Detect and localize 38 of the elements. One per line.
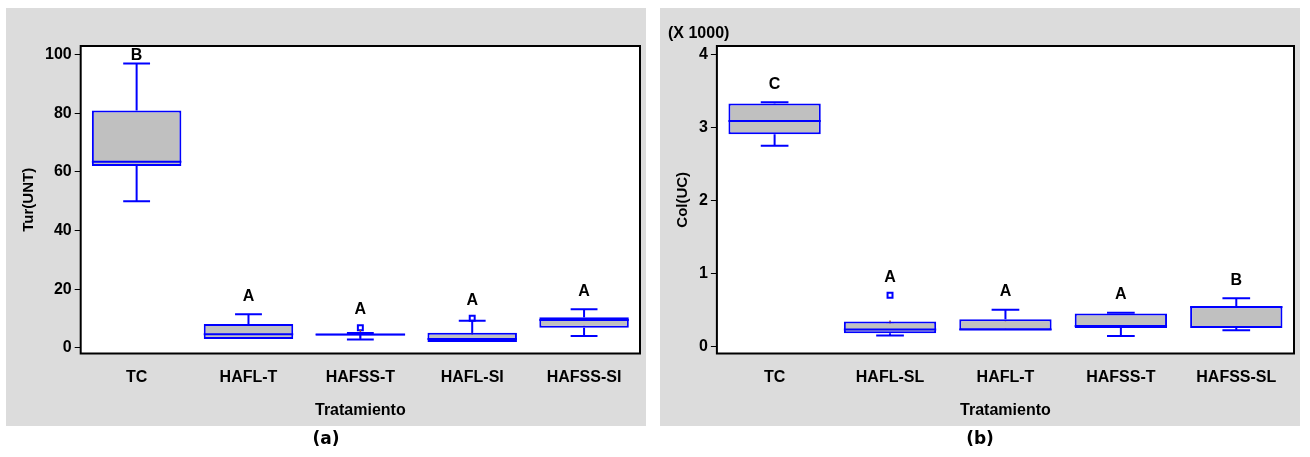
y-tick-label: 2 bbox=[698, 190, 708, 208]
annotation: B bbox=[1230, 270, 1243, 288]
annotation: A bbox=[466, 290, 479, 308]
y-tick-label: 3 bbox=[698, 118, 708, 136]
y-axis-title: Tur(UNT) bbox=[19, 167, 37, 232]
x-tick-label: HAFSS-T bbox=[1086, 367, 1156, 385]
annotation: B bbox=[130, 46, 143, 64]
x-tick-label: HAFSS-T bbox=[325, 367, 396, 385]
y-tick-label: 0 bbox=[698, 336, 708, 354]
x-tick-label: TC bbox=[125, 367, 148, 385]
y-tick-label: 4 bbox=[698, 45, 708, 63]
x-tick-label: HAFSS-SI bbox=[546, 367, 622, 385]
y-axis-title: Col(UC) bbox=[673, 171, 691, 228]
annotation: C bbox=[768, 74, 781, 92]
x-tick-label: HAFSS-SL bbox=[1196, 367, 1277, 385]
annotation: A bbox=[999, 282, 1012, 300]
y-tick-label: 20 bbox=[53, 279, 72, 297]
x-axis-title: Tratamiento bbox=[315, 400, 406, 418]
y-tick-label: 80 bbox=[53, 103, 72, 121]
x-tick-label: HAFL-T bbox=[976, 367, 1035, 385]
x-tick-label: HAFL-T bbox=[219, 367, 278, 385]
annotation: A bbox=[1115, 285, 1128, 303]
x-axis-title: Tratamiento bbox=[960, 400, 1052, 418]
x-tick-label: HAFL-SI bbox=[440, 367, 504, 385]
x-tick-label: HAFL-SL bbox=[855, 367, 925, 385]
y-tick-label: 100 bbox=[44, 45, 72, 63]
text: (X 1000) bbox=[668, 24, 730, 42]
annotation: A bbox=[578, 281, 591, 299]
annotation: A bbox=[242, 286, 255, 304]
annotation: A bbox=[354, 300, 367, 318]
x-tick-label: TC bbox=[763, 367, 786, 385]
text: (b) bbox=[965, 428, 995, 448]
y-tick-label: 0 bbox=[62, 338, 72, 356]
y-tick-label: 1 bbox=[698, 263, 708, 281]
text: (a) bbox=[311, 428, 341, 448]
annotation: A bbox=[884, 267, 897, 285]
y-tick-label: 40 bbox=[53, 220, 72, 238]
y-tick-label: 60 bbox=[53, 162, 72, 180]
